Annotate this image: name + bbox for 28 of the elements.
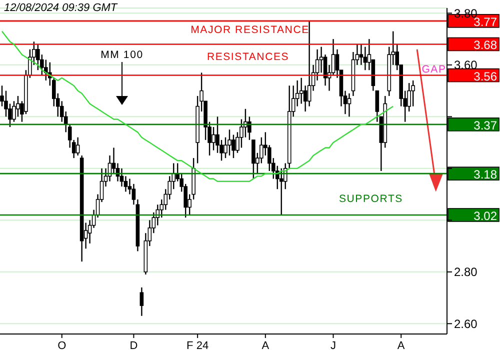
x-tick-label: D xyxy=(130,340,138,350)
annotation: 12/08/2024 09:39 GMT xyxy=(4,2,118,14)
annotation: GAP xyxy=(422,63,446,76)
ref-line-label: 3.18 xyxy=(474,168,498,182)
ref-line-label: 3.68 xyxy=(474,38,498,52)
annotation: SUPPORTS xyxy=(339,193,403,205)
annotation: RESISTANCES xyxy=(206,51,290,63)
candlestick xyxy=(76,136,80,156)
annotation: MM 100 xyxy=(100,49,144,61)
candlestick xyxy=(36,44,40,71)
candlestick xyxy=(347,92,352,118)
candlestick xyxy=(212,126,216,151)
candlestick xyxy=(299,77,304,104)
x-tick-label: A xyxy=(397,340,406,350)
x-tick-label: F 24 xyxy=(186,340,209,350)
ref-line-label: 3.56 xyxy=(474,69,498,84)
candlestick xyxy=(279,168,284,216)
x-tick-label: A xyxy=(262,340,270,350)
candlestick xyxy=(359,44,364,66)
candlestick xyxy=(228,129,232,156)
candlestick xyxy=(140,286,144,316)
ref-line-label: 3.02 xyxy=(474,208,498,223)
annotation: MAJOR RESISTANCE xyxy=(190,24,310,36)
x-tick-label: O xyxy=(58,340,67,350)
ref-line-label: 3.37 xyxy=(474,118,498,132)
y-tick-label: 2.60 xyxy=(454,316,478,331)
y-tick-label: 2.80 xyxy=(454,265,478,280)
x-tick-label: J xyxy=(330,340,336,350)
